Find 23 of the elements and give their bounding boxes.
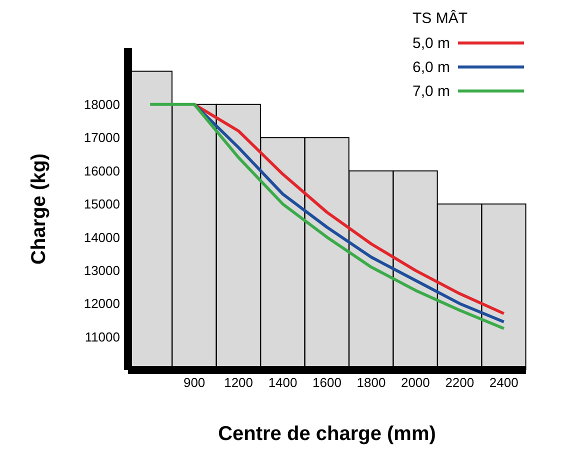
x-tick-label: 1600 bbox=[312, 375, 342, 390]
x-tick-label: 1800 bbox=[356, 375, 386, 390]
y-tick-label: 14000 bbox=[84, 230, 120, 245]
y-tick-label: 17000 bbox=[84, 130, 120, 146]
y-tick-label: 12000 bbox=[84, 296, 120, 312]
legend-title: TS MÂT bbox=[412, 10, 468, 27]
legend-label: 5,0 m bbox=[412, 34, 450, 52]
y-axis-title: Charge (kg) bbox=[28, 153, 50, 265]
y-tick-label: 15000 bbox=[84, 196, 120, 212]
x-tick-label: 2400 bbox=[489, 375, 518, 390]
x-tick-label: 1400 bbox=[268, 375, 298, 390]
x-tick-label: 900 bbox=[183, 375, 206, 390]
line-series bbox=[148, 102, 506, 330]
y-tick-label: 11000 bbox=[84, 329, 120, 344]
legend-label: 7,0 m bbox=[412, 82, 450, 100]
x-tick-label: 2000 bbox=[400, 375, 430, 390]
legend-label: 6,0 m bbox=[412, 58, 450, 76]
y-tick-label: 16000 bbox=[84, 163, 120, 178]
x-tick-label: 2200 bbox=[445, 375, 474, 390]
y-tick-label: 13000 bbox=[84, 263, 120, 278]
x-tick-label: 1200 bbox=[224, 375, 254, 390]
x-axis-title: Centre de charge (mm) bbox=[218, 423, 436, 445]
y-tick-label: 18000 bbox=[84, 97, 120, 112]
